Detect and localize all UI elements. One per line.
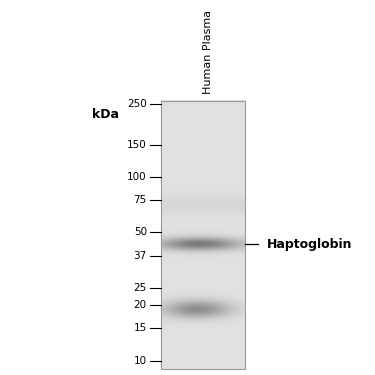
Text: Human Plasma: Human Plasma	[203, 9, 213, 94]
Text: 250: 250	[127, 99, 147, 109]
Text: Haptoglobin: Haptoglobin	[267, 238, 352, 251]
Text: 10: 10	[134, 356, 147, 366]
Text: 20: 20	[134, 300, 147, 310]
Text: 50: 50	[134, 227, 147, 237]
Text: 75: 75	[134, 195, 147, 205]
Text: kDa: kDa	[92, 108, 119, 121]
Text: 150: 150	[127, 140, 147, 150]
Text: 37: 37	[134, 251, 147, 261]
Bar	[161, 101, 246, 369]
Text: 100: 100	[127, 172, 147, 182]
Text: 15: 15	[134, 323, 147, 333]
Text: 25: 25	[134, 283, 147, 292]
